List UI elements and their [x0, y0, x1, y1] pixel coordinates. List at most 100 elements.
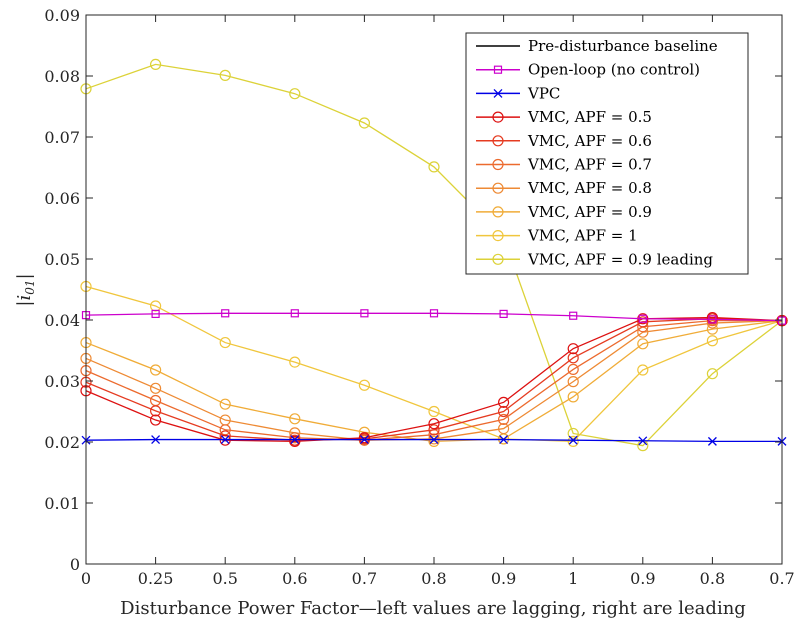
data-point: [637, 364, 649, 376]
legend-item: VMC, APF = 1: [476, 227, 638, 245]
data-point: [428, 424, 440, 436]
data-point: [428, 418, 440, 430]
data-point: [151, 435, 161, 445]
x-tick-label: 0.9: [630, 569, 655, 588]
data-point: [219, 398, 231, 410]
legend-swatch-marker: [493, 88, 503, 98]
data-point: [498, 413, 510, 426]
data-point: [568, 435, 578, 445]
data-point: [637, 316, 649, 328]
series-2: [81, 435, 787, 446]
legend-swatch-marker: [492, 111, 504, 123]
x-tick-label: 0.9: [491, 569, 516, 588]
y-tick-label: 0.08: [44, 67, 80, 86]
legend-item: VMC, APF = 0.8: [476, 179, 652, 197]
data-point: [567, 391, 579, 403]
legend-swatch-marker: [492, 230, 504, 242]
data-point-stroke-b: [638, 436, 648, 446]
data-point: [150, 414, 162, 426]
data-point: [429, 309, 439, 318]
y-tick-label: 0.02: [44, 433, 80, 452]
data-point: [567, 435, 579, 447]
legend-swatch-marker: [493, 65, 503, 74]
data-point: [498, 396, 510, 408]
data-point-stroke-b: [499, 435, 509, 445]
legend-swatch-marker: [492, 158, 504, 171]
legend-label: Open-loop (no control): [528, 61, 700, 79]
data-point: [708, 315, 717, 324]
data-point-stroke-b: [568, 435, 578, 445]
tick-labels: 0 0.01 0.02 0.03 0.04 0.05 0.06 0.07 0.08 0.09 0 0.…: [44, 6, 794, 588]
data-point: [567, 427, 579, 440]
x-tick-label: 0.25: [138, 569, 174, 588]
data-point: [220, 435, 230, 445]
data-point-stroke-b: [290, 435, 300, 445]
data-point: [289, 413, 301, 425]
legend: Pre-disturbance baseline Open-loop (no co…: [465, 32, 749, 275]
y-axis-label-subscript: 01: [23, 279, 37, 294]
series-line: [85, 285, 783, 443]
series-line: [85, 312, 783, 322]
x-tick-label: 0.8: [700, 569, 725, 588]
x-axis-label: Disturbance Power Factor—left values are…: [120, 598, 746, 619]
y-tick-label: 0.03: [44, 372, 80, 391]
data-point: [150, 58, 162, 71]
data-point: [358, 117, 370, 129]
data-point: [358, 379, 370, 391]
data-point: [567, 343, 579, 355]
data-point: [150, 405, 162, 417]
y-tick-label: 0: [70, 555, 80, 574]
data-point: [150, 382, 162, 394]
series-line: [85, 319, 783, 443]
x-tick-label: 1: [568, 569, 578, 588]
data-point: [289, 88, 301, 100]
y-tick-label: 0.06: [44, 189, 80, 208]
legend-label: VMC, APF = 0.6: [527, 132, 652, 150]
data-point: [707, 436, 717, 446]
legend-label: VMC, APF = 0.7: [527, 156, 652, 174]
legend-swatch-marker: [492, 206, 504, 218]
data-point: [498, 422, 510, 435]
legend-box: [465, 32, 749, 275]
data-point: [638, 436, 648, 446]
data-point: [219, 336, 231, 349]
data-point: [428, 405, 440, 418]
data-point: [150, 364, 162, 376]
x-tick-label: 0.7: [769, 569, 794, 588]
legend-swatch-marker: [492, 135, 504, 147]
legend-item: VMC, APF = 0.9 leading: [476, 250, 713, 268]
x-tick-label: 0.6: [282, 569, 307, 588]
legend-label: VMC, APF = 1: [527, 227, 638, 245]
y-tick-label: 0.05: [44, 250, 80, 269]
legend-swatch-marker: [492, 182, 504, 194]
series-line: [85, 63, 783, 447]
data-point: [569, 311, 578, 320]
legend-item: Pre-disturbance baseline: [476, 37, 718, 55]
y-tick-label: 0.07: [44, 128, 80, 147]
x-tick-label: 0.8: [421, 569, 446, 588]
legend-label: VMC, APF = 0.9: [527, 203, 652, 221]
data-point: [567, 352, 579, 364]
data-point: [289, 356, 301, 368]
data-point: [359, 435, 369, 445]
legend-item: VMC, APF = 0.5: [476, 108, 652, 126]
legend-label: VMC, APF = 0.8: [527, 179, 652, 197]
data-point: [499, 435, 509, 445]
data-point-stroke-b: [220, 435, 230, 445]
legend-label: VMC, APF = 0.9 leading: [527, 250, 713, 268]
data-point: [429, 435, 439, 445]
legend-label: VMC, APF = 0.5: [527, 108, 652, 126]
data-point-stroke-b: [707, 436, 717, 446]
legend-label: Pre-disturbance baseline: [528, 37, 718, 55]
data-point: [151, 309, 160, 318]
data-point: [498, 405, 510, 418]
y-tick-label: 0.09: [44, 6, 80, 25]
data-point: [290, 309, 299, 318]
data-point: [358, 432, 370, 444]
legend-item: VPC: [476, 84, 560, 102]
legend-item: Open-loop (no control): [476, 61, 700, 79]
data-point: [428, 161, 440, 173]
y-axis-label-main: |i: [14, 295, 35, 307]
legend-item: VMC, APF = 0.7: [476, 156, 652, 174]
